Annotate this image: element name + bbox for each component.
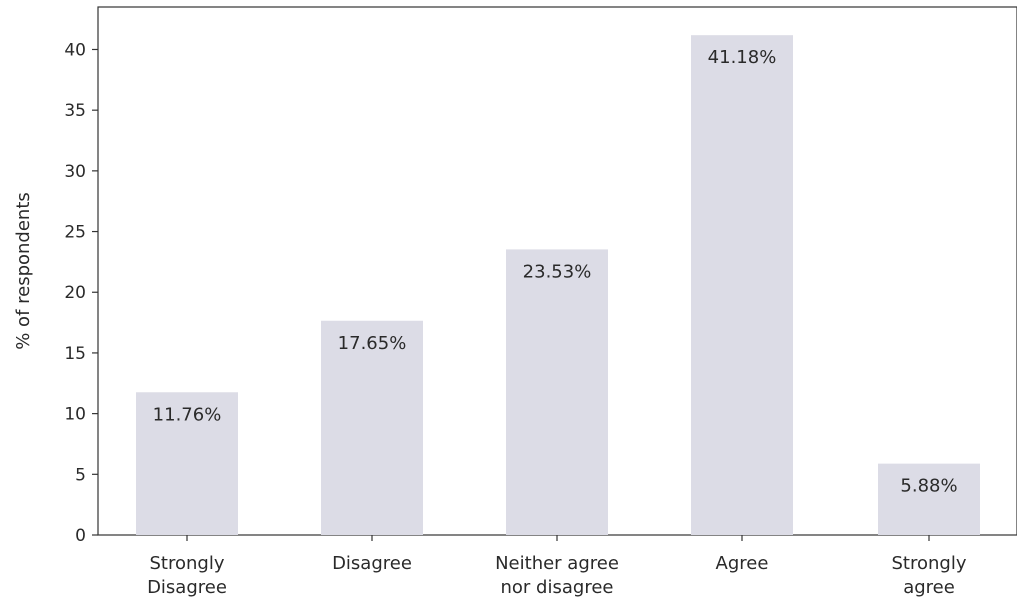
x-category-label: Strongly Disagree (147, 553, 227, 598)
x-category-label: Agree (716, 553, 769, 574)
x-category-label: Neither agree nor disagree (495, 553, 619, 598)
y-tick-label: 0 (75, 526, 86, 546)
bar-4 (878, 463, 980, 535)
x-category-label-line: Strongly (150, 553, 225, 574)
bar-value-label: 11.76% (153, 404, 222, 425)
bar-value-label: 41.18% (708, 47, 777, 68)
bar-0 (136, 392, 238, 535)
x-axis-ticks: Strongly Disagree Disagree Neither agree nor… (147, 535, 967, 598)
bar-value-label: 23.53% (523, 261, 592, 282)
x-category-label-line: Disagree (147, 577, 227, 598)
bar-value-label: 5.88% (900, 476, 957, 497)
y-tick-label: 40 (64, 40, 86, 60)
bar-2 (506, 249, 608, 536)
bar-labels: 11.76% 17.65% 23.53% 41.18% 5.88% (153, 47, 958, 496)
x-category-label-line: Neither agree (495, 553, 619, 574)
x-category-label-line: Strongly (892, 553, 967, 574)
y-tick-label: 30 (64, 162, 86, 182)
y-tick-label: 20 (64, 283, 86, 303)
x-category-label-line: agree (903, 577, 955, 598)
bars (136, 35, 980, 536)
y-tick-label: 25 (64, 223, 86, 243)
y-tick-label: 15 (64, 344, 86, 364)
bar-3 (691, 35, 793, 535)
y-tick-label: 5 (75, 465, 86, 485)
x-category-label: Strongly agree (892, 553, 967, 598)
y-axis-ticks: 0 5 10 15 20 25 30 35 40 (64, 40, 98, 546)
y-tick-label: 35 (64, 101, 86, 121)
x-category-label-line: nor disagree (501, 577, 614, 598)
x-category-label-line: Disagree (332, 553, 412, 574)
x-category-label: Disagree (332, 553, 412, 574)
bar-value-label: 17.65% (338, 333, 407, 354)
bar-1 (321, 320, 423, 535)
y-axis-title: % of respondents (13, 192, 34, 350)
y-tick-label: 10 (64, 405, 86, 425)
x-category-label-line: Agree (716, 553, 769, 574)
